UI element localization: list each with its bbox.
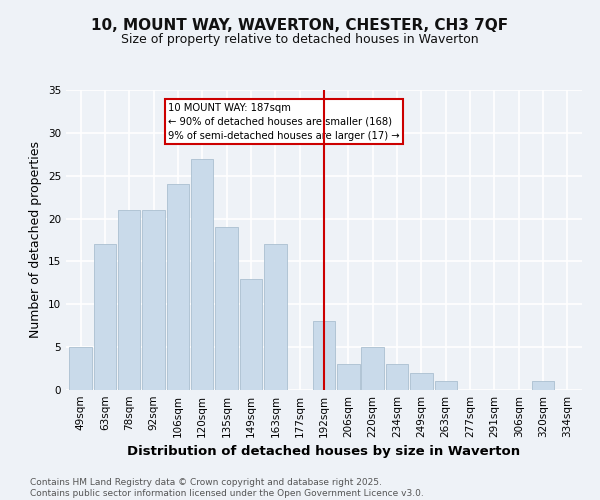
Text: Contains HM Land Registry data © Crown copyright and database right 2025.
Contai: Contains HM Land Registry data © Crown c… (30, 478, 424, 498)
Bar (94, 244, 116, 390)
Bar (313, 322, 335, 390)
Text: 10 MOUNT WAY: 187sqm
← 90% of detached houses are smaller (168)
9% of semi-detac: 10 MOUNT WAY: 187sqm ← 90% of detached h… (168, 103, 400, 141)
Bar (142, 210, 165, 390)
Bar (386, 364, 408, 390)
Bar (434, 382, 457, 390)
Text: 10, MOUNT WAY, WAVERTON, CHESTER, CH3 7QF: 10, MOUNT WAY, WAVERTON, CHESTER, CH3 7Q… (91, 18, 509, 32)
Bar (240, 278, 262, 390)
Bar (215, 227, 238, 390)
Bar (532, 382, 554, 390)
Bar (118, 210, 140, 390)
Bar (264, 244, 287, 390)
Bar (191, 158, 214, 390)
Bar (70, 347, 92, 390)
Bar (167, 184, 189, 390)
X-axis label: Distribution of detached houses by size in Waverton: Distribution of detached houses by size … (127, 446, 521, 458)
Y-axis label: Number of detached properties: Number of detached properties (29, 142, 43, 338)
Bar (361, 347, 384, 390)
Bar (337, 364, 359, 390)
Bar (410, 373, 433, 390)
Text: Size of property relative to detached houses in Waverton: Size of property relative to detached ho… (121, 32, 479, 46)
